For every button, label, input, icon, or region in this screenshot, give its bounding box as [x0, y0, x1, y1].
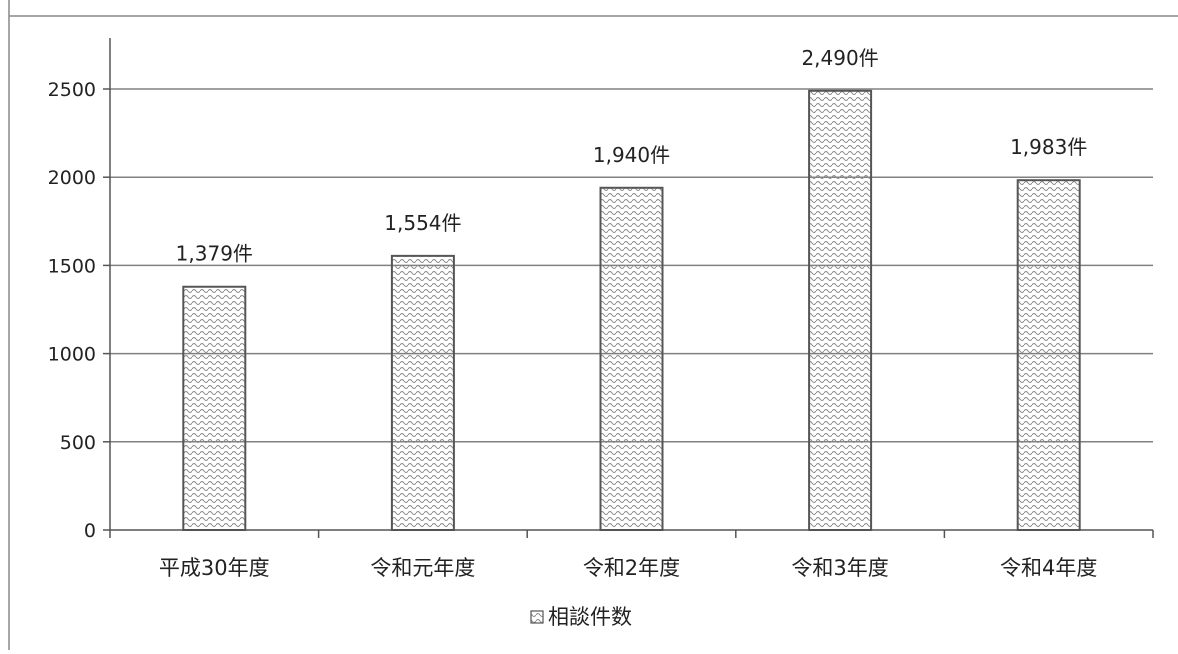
x-tick-label: 令和元年度	[370, 556, 475, 580]
x-axis-ticks: 平成30年度 令和元年度 令和2年度 令和3年度 令和4年度	[159, 556, 1097, 580]
bar	[808, 89, 873, 531]
y-tick-label: 1000	[48, 344, 96, 366]
legend-label: 相談件数	[548, 605, 632, 629]
data-label: 2,490件	[801, 46, 878, 70]
y-axis-ticks: 0 500 1000 1500 2000 2500	[48, 79, 110, 542]
data-label: 1,379件	[176, 242, 253, 266]
bar	[390, 254, 455, 532]
bar	[1016, 179, 1081, 532]
y-tick-label: 2000	[48, 167, 96, 189]
y-tick-label: 2500	[48, 79, 96, 101]
axes	[109, 38, 1154, 538]
x-tick-label: 令和4年度	[1000, 556, 1097, 580]
y-tick-label: 0	[84, 520, 96, 542]
bars	[182, 89, 1081, 532]
bar	[182, 285, 247, 531]
legend: 相談件数	[530, 605, 632, 629]
y-tick-label: 500	[60, 432, 96, 454]
data-label: 1,983件	[1010, 135, 1087, 159]
data-label: 1,554件	[384, 211, 461, 235]
legend-swatch	[530, 610, 544, 624]
y-tick-label: 1500	[48, 255, 96, 277]
x-tick-label: 令和2年度	[583, 556, 680, 580]
x-tick-label: 平成30年度	[159, 556, 270, 580]
data-label: 1,940件	[593, 143, 670, 167]
x-tick-label: 令和3年度	[791, 556, 888, 580]
bar	[599, 186, 664, 531]
data-labels: 1,379件 1,554件 1,940件 2,490件 1,983件	[176, 46, 1088, 266]
